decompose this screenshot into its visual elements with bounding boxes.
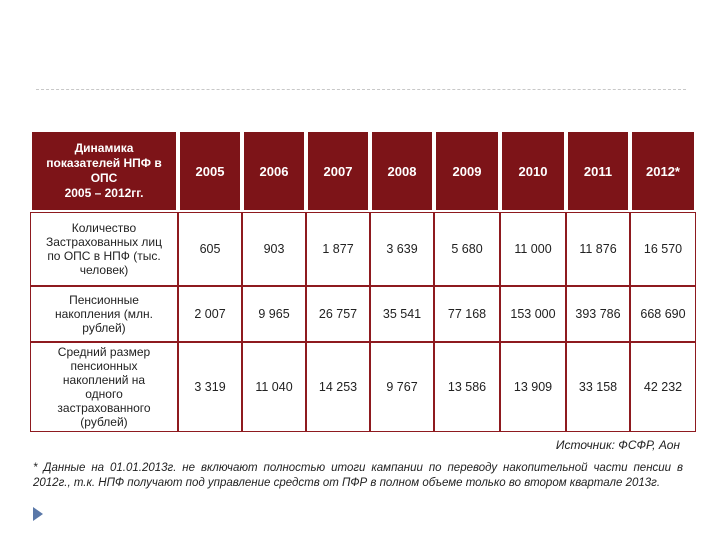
table-cell: 11 000 [500,212,566,286]
table-cell: 3 319 [178,342,242,432]
row-header-line: одного [85,387,123,401]
table-title-line: Динамика [74,141,134,155]
table-row-average-savings: Средний размер пенсионных накоплений на … [30,342,696,432]
table-cell: 35 541 [370,286,434,342]
table-cell: 42 232 [630,342,696,432]
table-cell: 605 [178,212,242,286]
row-header-line: (рублей) [80,415,128,429]
table-cell: 3 639 [370,212,434,286]
footnote: * Данные на 01.01.2013г. не включают пол… [33,462,683,489]
table-title-line: ОПС [90,171,118,185]
table-cell: 9 767 [370,342,434,432]
divider-line [36,89,686,90]
table-cell: 16 570 [630,212,696,286]
table-cell: 13 586 [434,342,500,432]
npf-dynamics-table-container: Динамика показателей НПФ в ОПС 2005 – 20… [30,130,696,432]
year-header: 2005 [178,130,242,212]
table-cell: 13 909 [500,342,566,432]
table-cell: 11 876 [566,212,630,286]
table-cell: 153 000 [500,286,566,342]
table-cell: 393 786 [566,286,630,342]
row-header: Количество Застрахованных лиц по ОПС в Н… [30,212,178,286]
table-title-line: показателей НПФ в [46,156,162,170]
row-header: Средний размер пенсионных накоплений на … [30,342,178,432]
year-header: 2010 [500,130,566,212]
row-header: Пенсионные накопления (млн. рублей) [30,286,178,342]
table-cell: 5 680 [434,212,500,286]
table-cell: 14 253 [306,342,370,432]
table-cell: 77 168 [434,286,500,342]
table-cell: 903 [242,212,306,286]
table-cell: 11 040 [242,342,306,432]
row-header-line: Пенсионные [69,293,139,307]
header-row: Динамика показателей НПФ в ОПС 2005 – 20… [30,130,696,212]
year-header: 2008 [370,130,434,212]
row-header-line: застрахованного [57,401,151,415]
table-row-insured-persons: Количество Застрахованных лиц по ОПС в Н… [30,212,696,286]
row-header-line: Количество [71,221,137,235]
table-cell: 668 690 [630,286,696,342]
row-header-line: Средний размер [57,345,151,359]
year-header: 2011 [566,130,630,212]
year-header: 2012* [630,130,696,212]
row-header-line: человек) [79,263,129,277]
row-header-line: пенсионных [70,359,138,373]
table-title: Динамика показателей НПФ в ОПС 2005 – 20… [30,130,178,212]
row-header-line: рублей) [82,321,126,335]
table-title-line: 2005 – 2012гг. [64,186,144,200]
triangle-bullet-icon [33,507,43,521]
row-header-line: накоплений на [62,373,146,387]
table-cell: 1 877 [306,212,370,286]
row-header-line: Застрахованных лиц [45,235,162,249]
year-header: 2009 [434,130,500,212]
npf-dynamics-table: Динамика показателей НПФ в ОПС 2005 – 20… [30,130,696,432]
table-cell: 9 965 [242,286,306,342]
row-header-line: по ОПС в НПФ (тыс. [47,249,161,263]
year-header: 2006 [242,130,306,212]
year-header: 2007 [306,130,370,212]
table-cell: 2 007 [178,286,242,342]
table-cell: 33 158 [566,342,630,432]
source-note: Источник: ФСФР, Аон [555,438,680,452]
table-row-pension-savings: Пенсионные накопления (млн. рублей) 2 00… [30,286,696,342]
table-cell: 26 757 [306,286,370,342]
row-header-line: накопления (млн. [55,307,153,321]
